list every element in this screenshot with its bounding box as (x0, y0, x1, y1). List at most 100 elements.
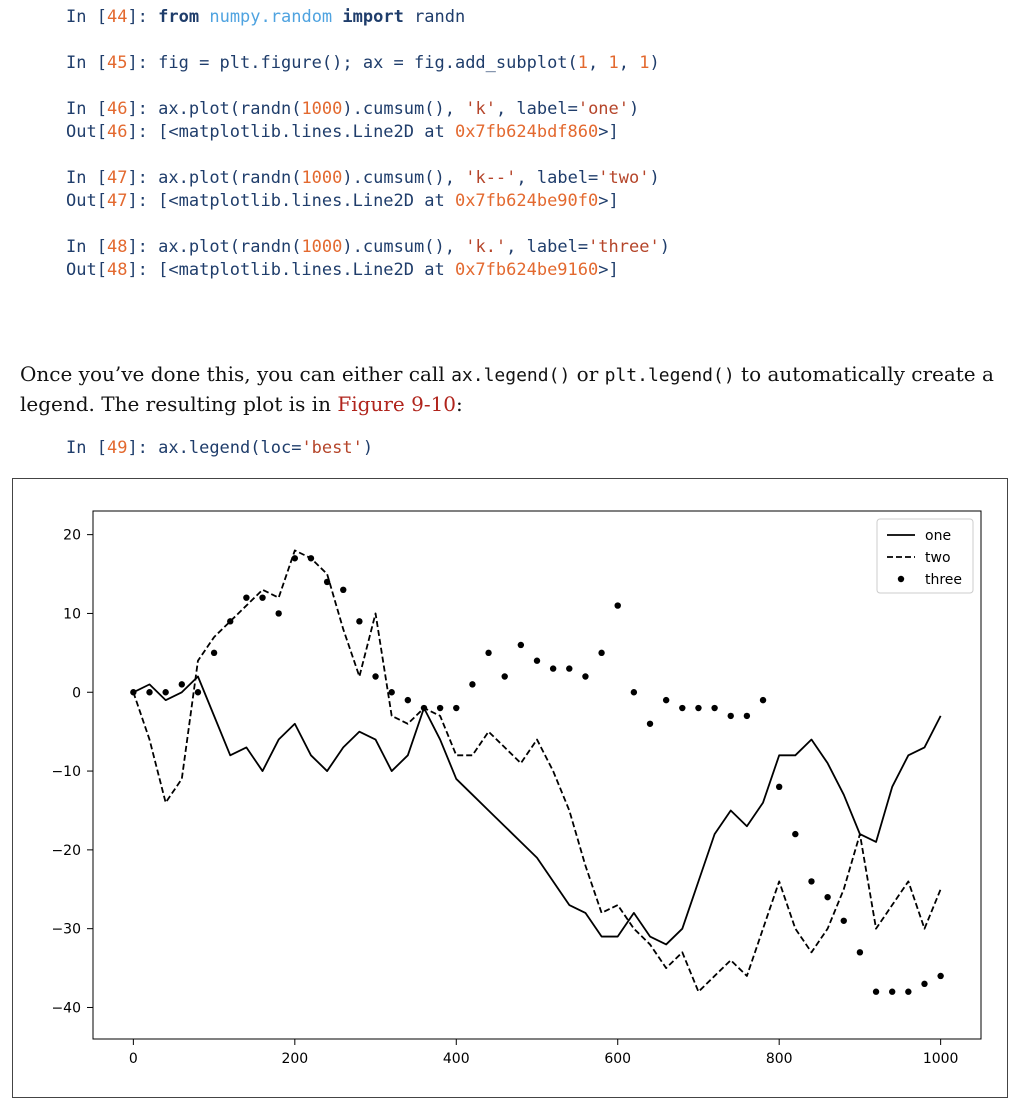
code-token: ) (649, 168, 660, 188)
code-token: 'k' (465, 99, 496, 119)
code-line (66, 29, 670, 52)
code-token: , (618, 53, 640, 73)
series-three-point (549, 665, 557, 672)
legend-label: three (925, 572, 962, 588)
inline-code-ax-legend: ax.legend() (451, 365, 571, 386)
code-token: >] (598, 260, 619, 280)
y-tick-label: −20 (51, 843, 81, 859)
code-token: from (158, 7, 210, 27)
series-three-point (501, 673, 508, 680)
y-tick-label: −40 (51, 1000, 81, 1016)
code-token: In [ (66, 237, 107, 257)
series-three-point (420, 704, 428, 712)
series-three-point (630, 689, 638, 696)
legend-marker-three (897, 575, 905, 583)
x-tick-label: 800 (766, 1051, 793, 1067)
code-token: ).cumsum(), (342, 99, 466, 119)
code-line: Out[47]: [<matplotlib.lines.Line2D at 0x… (66, 190, 670, 213)
prose-text: to automat­ically create a legend. The r… (20, 362, 994, 416)
series-three-point (743, 712, 751, 720)
series-three-point (711, 704, 718, 712)
series-three-point (372, 673, 379, 680)
code-token: In [ (66, 438, 107, 458)
code-token: In [ (66, 7, 107, 27)
series-three-point (614, 602, 621, 609)
series-three-point (840, 917, 847, 924)
series-three-point (582, 673, 589, 680)
series-three-point (921, 980, 928, 988)
code-token: ) (629, 99, 640, 119)
code-token: 49 (106, 438, 128, 458)
code-line: Out[48]: [<matplotlib.lines.Line2D at 0x… (66, 259, 670, 282)
series-three-point (388, 689, 395, 696)
code-line: In [45]: fig = plt.figure(); ax = fig.ad… (66, 52, 670, 75)
y-tick-label: −30 (51, 922, 81, 938)
series-three-point (775, 783, 783, 791)
code-line: In [44]: from numpy.random import randn (66, 6, 670, 29)
code-line: In [47]: ax.plot(randn(1000).cumsum(), '… (66, 167, 670, 190)
series-three-point (162, 689, 169, 696)
series-three-point (210, 649, 218, 657)
code-token: 48 (106, 260, 128, 280)
code-token: 1000 (301, 168, 343, 188)
legend-label: two (925, 550, 951, 566)
series-three-point (937, 972, 944, 980)
series-three-point (323, 578, 331, 586)
series-three-point (695, 704, 702, 712)
code-token: 0x7fb624be9160 (454, 260, 599, 280)
code-token: numpy.random (209, 7, 343, 27)
series-three-point (227, 618, 234, 625)
x-tick-label: 0 (129, 1051, 138, 1067)
code-token: 47 (106, 191, 128, 211)
series-three-point (759, 696, 767, 704)
code-token: ]: [<matplotlib.lines.Line2D at (127, 260, 455, 280)
series-three-point (808, 878, 815, 885)
code-token: ) (649, 53, 660, 73)
series-two-line (132, 549, 942, 993)
figure-reference-link[interactable]: Figure 9-10 (337, 392, 457, 416)
code-token: ]: (127, 7, 159, 27)
code-token: 1 (577, 53, 589, 73)
series-three-point (259, 594, 266, 601)
x-tick-label: 1000 (923, 1051, 959, 1067)
code-token: import (342, 7, 415, 27)
y-tick-label: 0 (72, 685, 81, 701)
code-token: In [ (66, 53, 107, 73)
series-three-point (453, 704, 460, 712)
code-token: 46 (106, 99, 128, 119)
code-token: In [ (66, 99, 107, 119)
code-token: 47 (106, 168, 128, 188)
code-line: In [48]: ax.plot(randn(1000).cumsum(), '… (66, 236, 670, 259)
code-token: , (588, 53, 609, 73)
code-line: In [46]: ax.plot(randn(1000).cumsum(), '… (66, 98, 670, 121)
series-one-line (132, 675, 942, 946)
code-token: ]: fig = plt.figure(); ax = fig.add_subp… (127, 53, 578, 73)
series-three-point (872, 988, 880, 995)
line-chart: 0 200 400 600 800 1000 −40 −30 −20 −10 0 10 20 one two… (51, 510, 982, 1067)
series-three-point (469, 681, 476, 688)
series-three-point (307, 555, 315, 562)
series-three-point (436, 704, 444, 712)
code-token: , label= (516, 168, 599, 188)
code-token: 0x7fb624be90f0 (454, 191, 599, 211)
series-three-point (905, 988, 912, 995)
code-token: 'three' (588, 237, 660, 257)
plot-area (92, 510, 982, 1040)
legend-box (876, 518, 974, 594)
code-token: 46 (106, 122, 128, 142)
x-tick-label: 200 (281, 1051, 308, 1067)
code-token: , label= (506, 237, 589, 257)
series-three-point (566, 665, 573, 672)
figure-frame: 0 200 400 600 800 1000 −40 −30 −20 −10 0 10 20 one two… (12, 478, 1008, 1098)
series-three-point (404, 696, 412, 704)
code-token: , label= (495, 99, 578, 119)
series-three-point (291, 555, 299, 562)
series-three-point (598, 649, 605, 657)
code-token: ) (362, 438, 374, 458)
series-three-point (679, 704, 686, 712)
code-token: ]: ax.plot(randn( (127, 99, 302, 119)
series-three-point (856, 949, 864, 956)
code-token: In [ (66, 168, 107, 188)
code-token: 1000 (301, 99, 343, 119)
series-three-point (130, 689, 137, 696)
